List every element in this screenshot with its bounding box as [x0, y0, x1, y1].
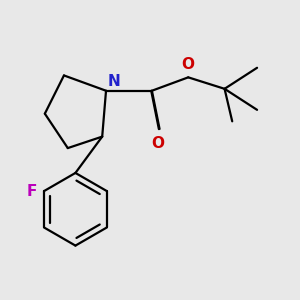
Text: N: N — [108, 74, 121, 89]
Text: O: O — [151, 136, 164, 151]
Text: O: O — [182, 57, 195, 72]
Text: F: F — [27, 184, 37, 199]
